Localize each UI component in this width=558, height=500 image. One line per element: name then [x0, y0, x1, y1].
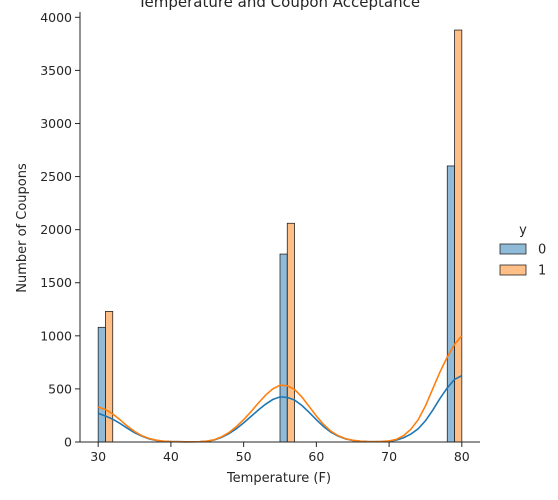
x-tick-label-40: 40 [163, 449, 179, 464]
legend-swatch-1 [499, 264, 527, 276]
y-tick-label-3000: 3000 [40, 116, 72, 131]
y-tick-label-2000: 2000 [40, 222, 72, 237]
bar-series-1-2 [454, 29, 463, 443]
chart-title: Temperature and Coupon Acceptance [137, 0, 420, 11]
x-tick-label-30: 30 [90, 449, 106, 464]
y-tick-label-4000: 4000 [40, 10, 72, 25]
bar-series-0-0 [97, 326, 106, 443]
y-tick-label-500: 500 [48, 381, 72, 396]
y-tick-label-2500: 2500 [40, 169, 72, 184]
bar-series-1-1 [286, 222, 295, 443]
bar-series-0-2 [446, 165, 455, 443]
plot-area: 0 500 1000 1500 2000 2500 3000 3500 4000 30 40 50 60… [40, 10, 480, 464]
x-tick-label-80: 80 [454, 449, 470, 464]
bar-series-1-0 [105, 311, 114, 443]
legend: y 0 1 [499, 223, 546, 279]
legend-label-0: 0 [538, 243, 546, 258]
legend-title: y [519, 223, 527, 238]
legend-swatch-0 [499, 243, 527, 255]
legend-label-1: 1 [538, 264, 546, 279]
y-tick-label-3500: 3500 [40, 63, 72, 78]
bar-series-0-1 [279, 253, 288, 443]
y-axis-label: Number of Coupons [15, 163, 30, 293]
kde-line-series-1 [97, 335, 463, 443]
y-tick-label-0: 0 [64, 435, 72, 450]
x-tick-label-60: 60 [308, 449, 324, 464]
y-tick-label-1500: 1500 [40, 275, 72, 290]
x-axis-label: Temperature (F) [226, 471, 331, 486]
x-tick-label-50: 50 [236, 449, 252, 464]
x-tick-label-70: 70 [381, 449, 397, 464]
y-tick-label-1000: 1000 [40, 328, 72, 343]
